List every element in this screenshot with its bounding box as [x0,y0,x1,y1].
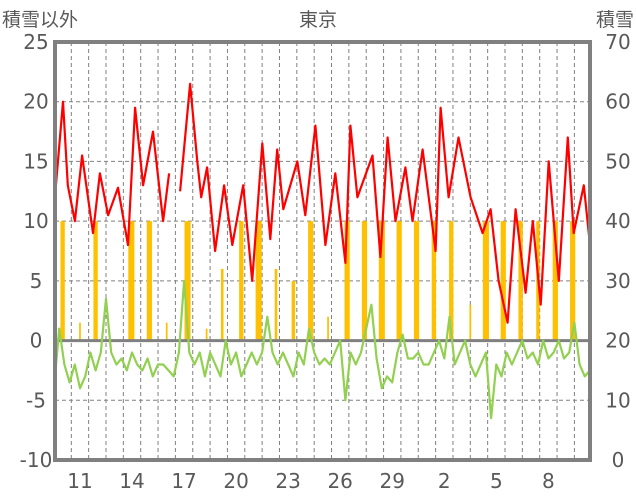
orange-bar [570,221,576,341]
right-tick-label: 20 [605,329,630,353]
orange-bar [552,221,558,341]
orange-bar [93,221,98,341]
orange-bar [518,221,523,341]
chart-title: 東京 [299,9,337,31]
orange-bar [184,221,191,341]
left-tick-label: 15 [23,149,48,173]
left-axis-title: 積雪以外 [2,9,78,31]
left-tick-label: -10 [20,448,53,472]
plot-marks [53,82,592,462]
left-tick-label: 25 [23,30,48,54]
right-axis-title: 積雪 [596,9,634,31]
right-tick-label: 30 [605,269,630,293]
left-tick-label: 5 [30,269,43,293]
orange-bar [205,328,208,341]
orange-bar [165,322,168,341]
x-tick-label: 8 [542,469,555,493]
red-series-line [53,82,592,324]
orange-bar [128,221,135,341]
gridlines [55,41,590,461]
x-tick-label: 23 [275,469,300,493]
right-tick-label: 70 [605,30,630,54]
x-tick-label: 14 [119,469,144,493]
orange-bar [396,221,402,341]
green-series-line [53,279,591,420]
orange-bar [239,221,244,341]
orange-bar [327,316,329,341]
x-tick-label: 29 [380,469,405,493]
orange-bar [79,322,81,341]
x-tick-label: 11 [67,469,92,493]
orange-bar [60,221,65,341]
orange-bar [482,221,489,341]
left-tick-label: 10 [23,209,48,233]
orange-bar [220,268,224,341]
x-tick-label: 17 [171,469,196,493]
x-tick-label: 26 [327,469,352,493]
x-tick-label: 5 [490,469,503,493]
orange-bar [274,268,278,341]
left-tick-label: 20 [23,90,48,114]
orange-bar [255,221,262,341]
right-tick-label: 50 [605,149,630,173]
right-tick-label: 0 [612,448,625,472]
x-tick-label: 20 [223,469,248,493]
plot-frame [53,40,592,462]
orange-bar [344,221,350,341]
orange-bar [378,221,385,341]
orange-bar [308,221,314,341]
right-tick-label: 10 [605,388,630,412]
orange-bar [361,221,368,341]
left-tick-label: 0 [30,329,43,353]
orange-bar [500,221,506,341]
left-tick-label: -5 [26,388,46,412]
orange-bar [413,221,420,341]
orange-bar [146,221,152,341]
right-tick-label: 40 [605,209,630,233]
x-tick-label: 2 [438,469,451,493]
right-tick-label: 60 [605,90,630,114]
orange-bar [469,304,472,341]
orange-bar [431,221,437,341]
orange-bar [449,221,454,341]
orange-bar [291,280,296,341]
